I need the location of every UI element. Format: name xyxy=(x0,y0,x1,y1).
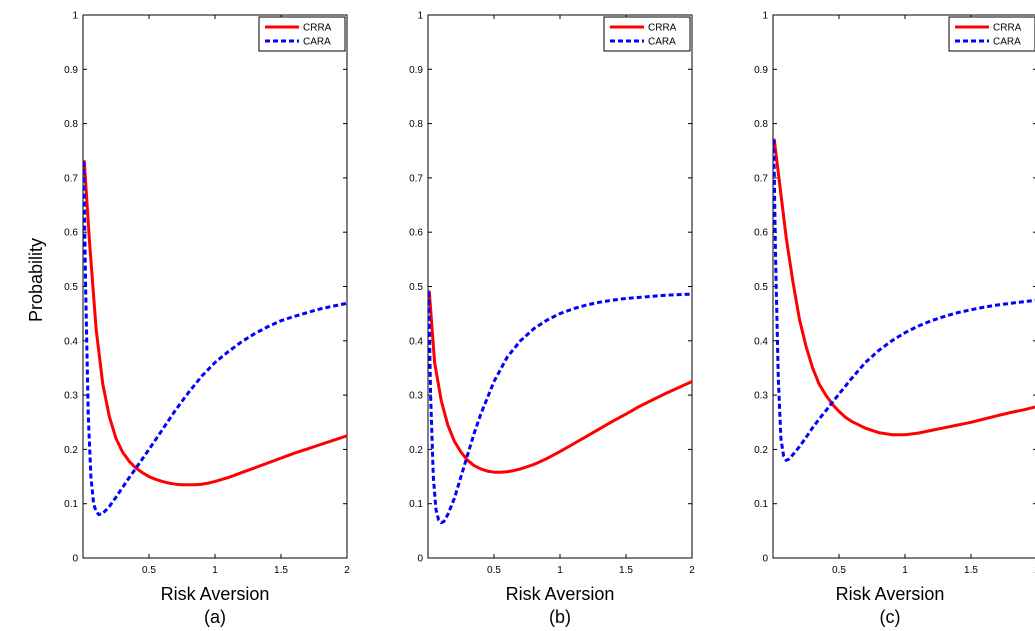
x-tick-label: 1 xyxy=(212,565,218,576)
y-tick-label: 0 xyxy=(417,554,423,565)
y-tick-label: 1 xyxy=(72,11,78,22)
series-line-crra xyxy=(773,138,1035,437)
series-line-cara xyxy=(773,139,1035,462)
y-tick-label: 0.6 xyxy=(64,228,78,239)
x-tick-label: 2 xyxy=(344,565,350,576)
y-tick-label: 0.8 xyxy=(64,119,78,130)
y-tick-label: 0.7 xyxy=(409,173,423,184)
y-tick-label: 0.6 xyxy=(409,228,423,239)
y-tick-label: 0.9 xyxy=(409,65,423,76)
x-tick-label: 1.5 xyxy=(619,565,633,576)
panel-label: (c) xyxy=(880,607,901,627)
legend: CRRA CARA xyxy=(603,16,691,52)
x-tick-label: 0.5 xyxy=(142,565,156,576)
y-tick-label: 0.5 xyxy=(409,282,423,293)
y-tick-label: 0.3 xyxy=(754,391,768,402)
x-tick-label: 2 xyxy=(689,565,695,576)
plot-frame xyxy=(82,14,348,559)
y-tick-label: 0.7 xyxy=(754,173,768,184)
panel-label: (a) xyxy=(204,607,226,627)
x-tick-label: 1 xyxy=(902,565,908,576)
y-tick-label: 0.4 xyxy=(409,336,423,347)
series-line-cara xyxy=(428,291,692,525)
y-tick-label: 0.3 xyxy=(409,391,423,402)
y-tick-label: 0.4 xyxy=(754,336,768,347)
x-tick-label: 1 xyxy=(557,565,563,576)
y-tick-label: 0.1 xyxy=(754,499,768,510)
y-tick-label: 0.8 xyxy=(409,119,423,130)
x-tick-label: 1.5 xyxy=(274,565,288,576)
y-tick-label: 0.2 xyxy=(409,445,423,456)
panel-0: 0 0.1 0.2 0.3 0.4 0.5 0.6 0.7 0.8 0.9 1 0.5 1 1.5 2 CRR… xyxy=(64,11,350,628)
x-axis-label: Risk Aversion xyxy=(506,584,615,604)
plot-frame xyxy=(772,14,1035,559)
legend: CRRA CARA xyxy=(258,16,346,52)
y-tick-label: 0.6 xyxy=(754,228,768,239)
y-tick-label: 0.8 xyxy=(754,119,768,130)
y-tick-label: 1 xyxy=(417,11,423,22)
y-tick-label: 0.5 xyxy=(754,282,768,293)
panel-2: 00.10.20.30.40.50.60.70.80.910.511.52CRR… xyxy=(754,11,1035,627)
y-tick-label: 0.9 xyxy=(64,65,78,76)
x-axis-label: Risk Aversion xyxy=(836,584,945,604)
y-tick-label: 0.1 xyxy=(64,499,78,510)
panel-1: 0 0.1 0.2 0.3 0.4 0.5 0.6 0.7 0.8 0.9 1 0.5 1 1.5 2 CRR… xyxy=(409,11,695,628)
series-line-cara xyxy=(83,161,347,517)
legend-label-cara: CARA xyxy=(648,37,676,48)
y-tick-label: 0.4 xyxy=(64,336,78,347)
series-line-crra xyxy=(428,290,692,474)
legend-box xyxy=(948,16,1035,52)
x-tick-label: 0.5 xyxy=(487,565,501,576)
legend-box xyxy=(603,16,691,52)
y-tick-label: 0 xyxy=(72,554,78,565)
y-tick-label: 0.5 xyxy=(64,282,78,293)
legend-label-cara: CARA xyxy=(303,37,331,48)
legend-label-crra: CRRA xyxy=(648,23,677,34)
y-tick-label: 0.2 xyxy=(64,445,78,456)
y-tick-label: 0.9 xyxy=(754,65,768,76)
plot-frame xyxy=(427,14,693,559)
y-tick-label: 1 xyxy=(762,11,768,22)
x-tick-label: 1.5 xyxy=(964,565,978,576)
panel-label: (b) xyxy=(549,607,571,627)
y-tick-label: 0.2 xyxy=(754,445,768,456)
x-tick-label: 0.5 xyxy=(832,565,846,576)
y-tick-label: 0.7 xyxy=(64,173,78,184)
x-axis-label: Risk Aversion xyxy=(161,584,270,604)
y-tick-label: 0.1 xyxy=(409,499,423,510)
y-axis-label: Probability xyxy=(26,238,46,322)
legend-label-cara: CARA xyxy=(993,37,1021,48)
y-tick-label: 0 xyxy=(762,554,768,565)
legend: CRRA CARA xyxy=(948,16,1035,52)
legend-label-crra: CRRA xyxy=(993,23,1022,34)
legend-label-crra: CRRA xyxy=(303,23,332,34)
series-line-crra xyxy=(83,160,347,487)
y-tick-label: 0.3 xyxy=(64,391,78,402)
legend-box xyxy=(258,16,346,52)
